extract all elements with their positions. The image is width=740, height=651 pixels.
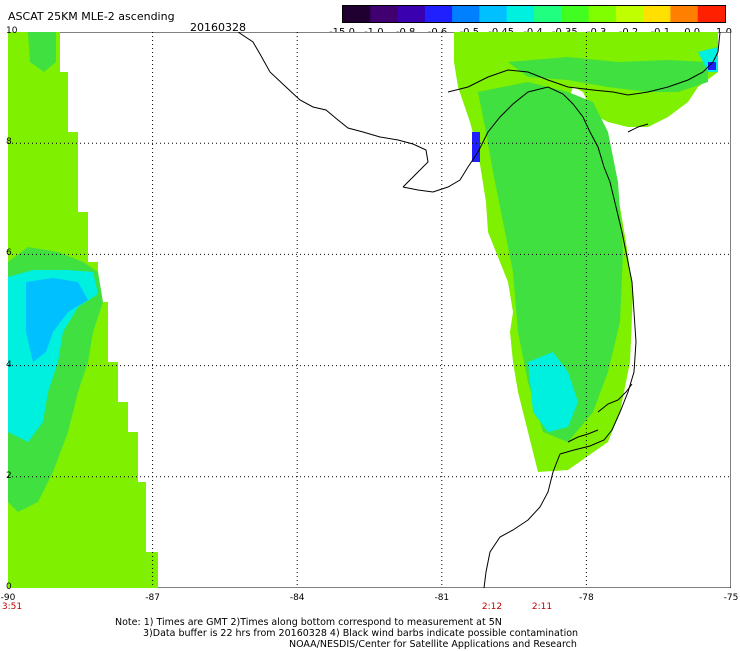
colorbar-segment: [424, 6, 453, 22]
colorbar-segment: [588, 6, 617, 22]
pass-time-label: 3:51: [1, 602, 23, 612]
map-title: ASCAT 25KM MLE-2 ascending: [8, 10, 175, 23]
colorbar-segment: [670, 6, 699, 22]
colorbar-segment: [506, 6, 535, 22]
y-tick-label: 2: [6, 470, 12, 481]
y-tick-label: 4: [6, 359, 12, 370]
y-tick-label: 6: [6, 248, 12, 259]
x-tick-label: -75: [723, 593, 739, 603]
colorbar: [342, 5, 726, 23]
coastline: [237, 32, 721, 588]
map-date: 20160328: [190, 21, 246, 34]
left-swath: [8, 32, 158, 588]
x-tick-label: -90: [0, 593, 16, 603]
y-tick-label: 10: [6, 26, 18, 36]
pass-time-label: 2:12: [481, 602, 503, 612]
footer-note-line1: Note: 1) Times are GMT 2)Times along bot…: [115, 617, 502, 628]
colorbar-segment: [479, 6, 508, 22]
colorbar-segment: [452, 6, 480, 22]
footer-note-line2: 3)Data buffer is 22 hrs from 20160328 4)…: [143, 628, 579, 639]
map-plot: [8, 32, 731, 588]
colorbar-segment: [561, 6, 590, 22]
colorbar-segment: [397, 6, 426, 22]
footer-credit: NOAA/NESDIS/Center for Satellite Applica…: [289, 639, 577, 650]
colorbar-segment: [615, 6, 644, 22]
gridlines: [8, 32, 731, 588]
y-tick-label: 0: [6, 582, 12, 592]
x-tick-label: -84: [289, 593, 305, 603]
pass-time-label: 2:11: [531, 602, 553, 612]
colorbar-segment: [643, 6, 671, 22]
colorbar-segment: [697, 6, 725, 22]
x-tick-label: -87: [145, 593, 160, 603]
x-tick-label: -81: [434, 593, 450, 603]
y-tick-label: 8: [6, 137, 12, 148]
x-tick-label: -78: [579, 593, 594, 603]
colorbar-segment: [534, 6, 562, 22]
colorbar-segment: [343, 6, 371, 22]
colorbar-segment: [370, 6, 399, 22]
